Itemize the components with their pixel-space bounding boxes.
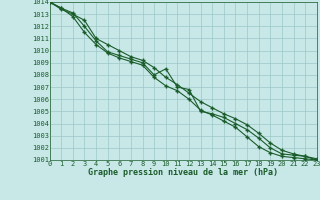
- X-axis label: Graphe pression niveau de la mer (hPa): Graphe pression niveau de la mer (hPa): [88, 168, 278, 177]
